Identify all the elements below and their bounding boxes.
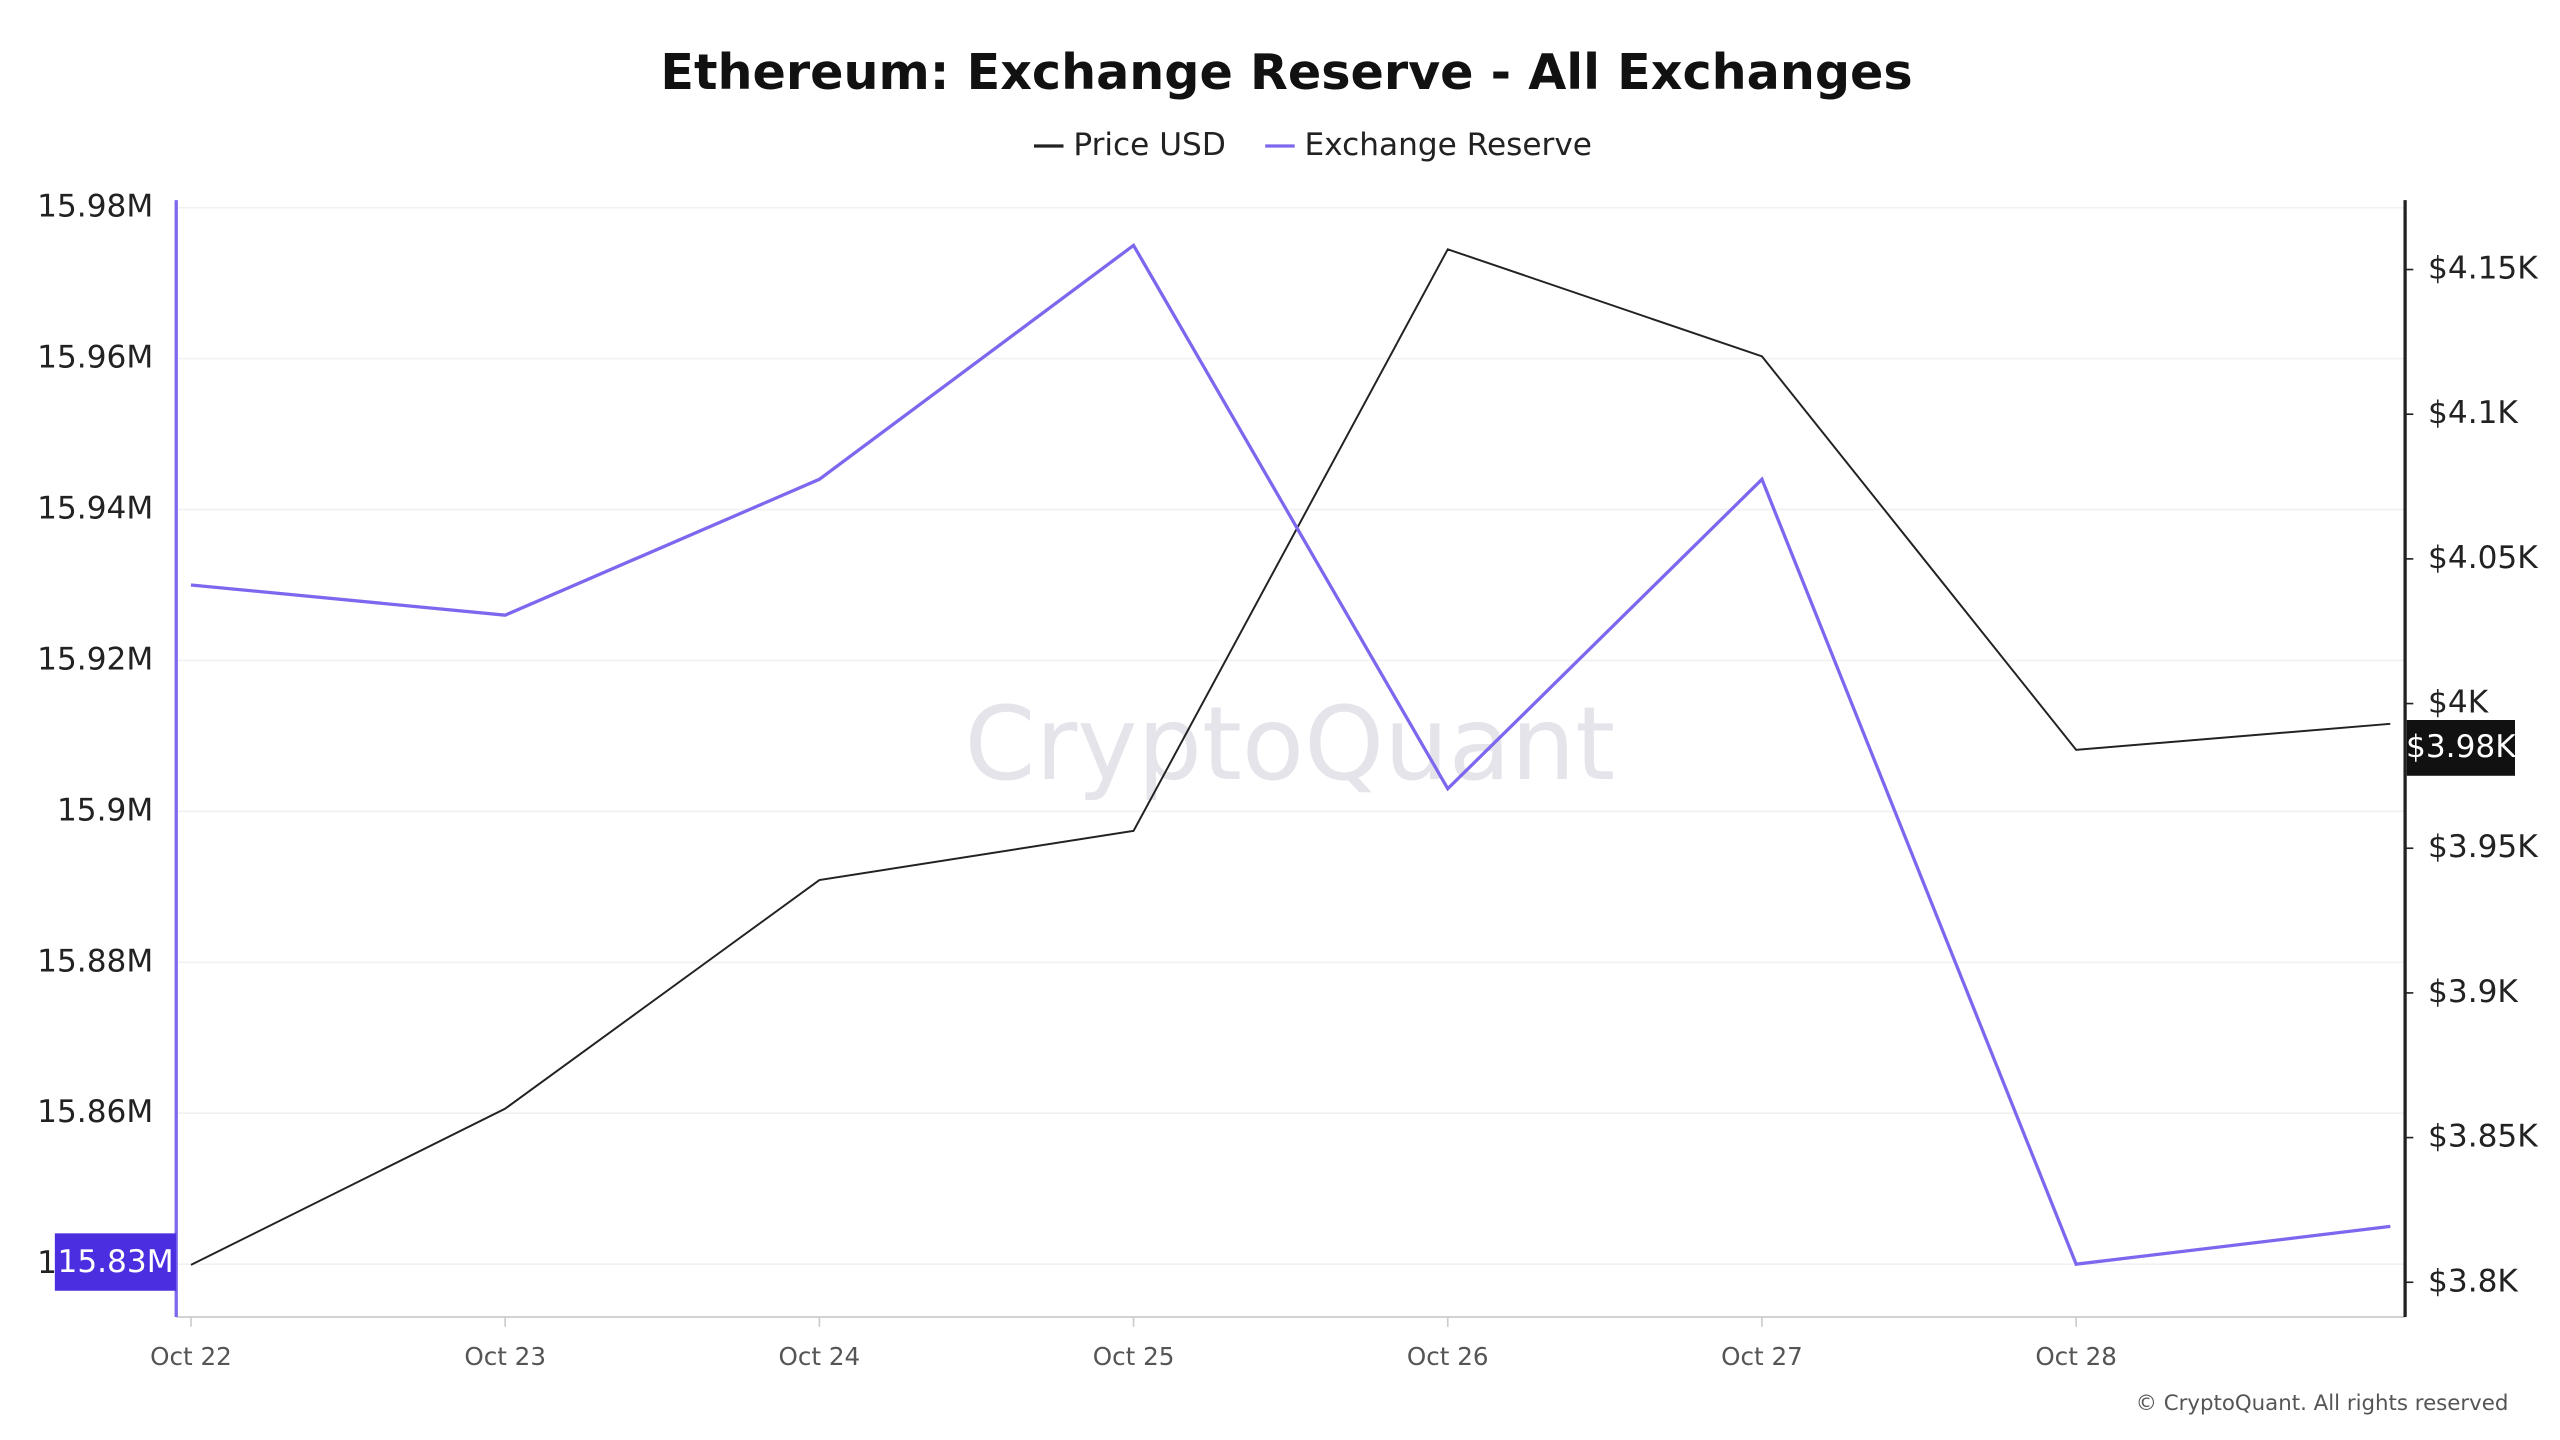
y2-tick-label: $3.8K [2428,1263,2519,1299]
x-tick-label: Oct 25 [1093,1342,1175,1371]
y2-tick-label: $3.95K [2428,829,2539,865]
x-tick-label: Oct 23 [464,1342,546,1371]
copyright: © CryptoQuant. All rights reserved [2136,1391,2509,1416]
y2-tick-label: $4.1K [2428,395,2519,431]
chart-title: Ethereum: Exchange Reserve - All Exchang… [660,43,1912,101]
x-tick-label: Oct 22 [150,1342,232,1371]
y-tick-label: 15.94M [37,491,153,527]
y-tick-label: 15.88M [37,943,153,979]
x-tick-label: Oct 24 [779,1342,861,1371]
legend-label: Price USD [1073,127,1225,163]
y2-tick-label: $3.9K [2428,974,2519,1010]
y2-tick-label: $4.15K [2428,251,2539,287]
y-tick-label: 15.92M [37,641,153,677]
watermark: CryptoQuant [965,685,1616,803]
current-badge [2406,720,2515,776]
series-line [190,242,2391,1266]
y2-tick-label: $4K [2428,685,2490,721]
y-tick-label: 15.96M [37,340,153,376]
x-tick-label: Oct 26 [1407,1342,1489,1371]
y-tick-label: 15.86M [37,1094,153,1130]
y-tick-label: 15.9M [57,792,153,828]
y2-tick-label: $4.05K [2428,540,2539,576]
current-label: $3.98K [2406,729,2517,765]
current-label: 15.83M [57,1244,173,1280]
series-line [190,248,2391,1266]
y-tick-label: 15.98M [37,189,153,225]
y2-tick-label: $3.85K [2428,1119,2539,1155]
x-tick-label: Oct 28 [2035,1342,2117,1371]
x-tick-label: Oct 27 [1721,1342,1803,1371]
legend-label: Exchange Reserve [1305,127,1592,163]
current-badge [54,1233,177,1291]
